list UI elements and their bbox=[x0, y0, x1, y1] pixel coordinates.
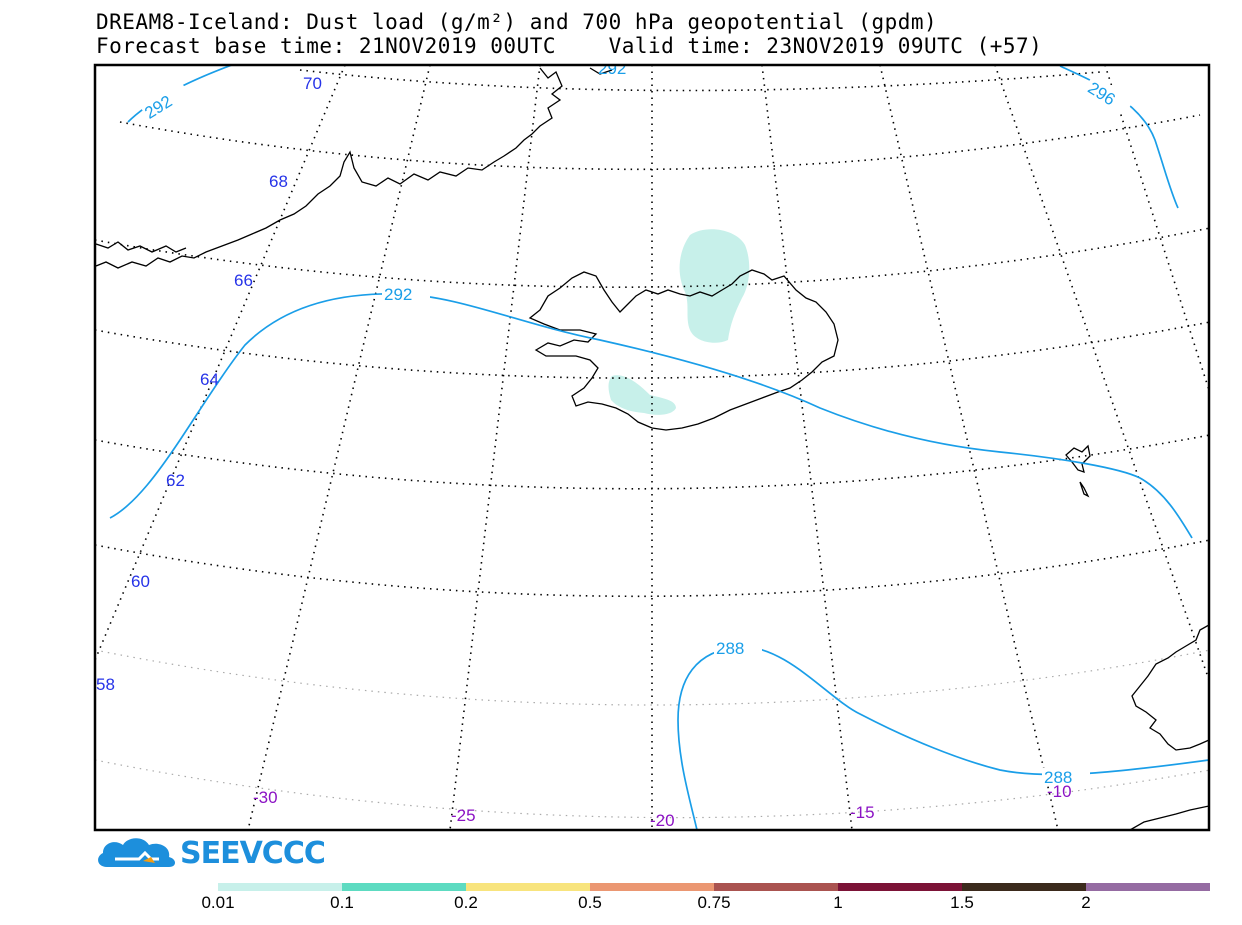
colorbar-segment bbox=[342, 883, 466, 891]
lat-label-70: 70 bbox=[303, 74, 322, 93]
dust-region-southwest-iceland bbox=[608, 375, 676, 415]
cloud-logo-icon bbox=[98, 838, 175, 867]
dust-region-north-iceland bbox=[679, 229, 750, 343]
coastline bbox=[95, 67, 1209, 830]
contour-label-288-south: 288 bbox=[716, 639, 744, 658]
lon-label-minus20: -20 bbox=[650, 811, 675, 830]
lon-label-minus15: -15 bbox=[850, 803, 875, 822]
map-frame bbox=[93, 63, 1211, 832]
contour-label-288-east: 288 bbox=[1044, 768, 1072, 787]
colorbar-segment bbox=[1086, 883, 1210, 891]
colorbar-label: 1.5 bbox=[950, 893, 974, 912]
lat-label-66: 66 bbox=[234, 271, 253, 290]
colorbar-label: 0.2 bbox=[454, 893, 478, 912]
lat-label-60: 60 bbox=[131, 572, 150, 591]
title-line-1: DREAM8-Iceland: Dust load (g/m²) and 700… bbox=[96, 10, 938, 34]
colorbar-segment bbox=[962, 883, 1086, 891]
colorbar-label: 0.5 bbox=[578, 893, 602, 912]
lon-label-minus10: -10 bbox=[1047, 782, 1072, 801]
lon-label-minus25: -25 bbox=[451, 806, 476, 825]
title-line-2: Forecast base time: 21NOV2019 00UTC Vali… bbox=[96, 34, 1043, 58]
colorbar-label: 2 bbox=[1081, 893, 1091, 912]
colorbar-label: 0.75 bbox=[697, 893, 731, 912]
colorbar-label: 0.01 bbox=[201, 893, 235, 912]
colorbar-segment bbox=[590, 883, 714, 891]
colorbar-segment bbox=[838, 883, 962, 891]
latitude-labels: 70 68 66 64 62 60 58 bbox=[96, 74, 322, 694]
colorbar-segment bbox=[714, 883, 838, 891]
lat-label-62: 62 bbox=[166, 471, 185, 490]
contour-label-292-center: 292 bbox=[384, 285, 412, 304]
colorbar-segment bbox=[466, 883, 590, 891]
contour-label-292-top-partial: 292 bbox=[598, 59, 626, 78]
lat-label-58: 58 bbox=[96, 675, 115, 694]
colorbar-label: 1 bbox=[833, 893, 843, 912]
logo-text: SEEVCCC bbox=[180, 836, 326, 871]
contour-labels: 292 296 292 288 288 292 bbox=[135, 59, 1135, 787]
longitude-labels: -30 -25 -20 -15 -10 bbox=[253, 782, 1072, 830]
colorbar-segment bbox=[218, 883, 342, 891]
lat-label-68: 68 bbox=[269, 172, 288, 191]
lon-label-minus30: -30 bbox=[253, 788, 278, 807]
latitude-lines-faint bbox=[95, 649, 1209, 819]
colorbar-label: 0.1 bbox=[330, 893, 354, 912]
latitude-lines bbox=[95, 69, 1209, 598]
longitude-lines bbox=[95, 65, 1209, 830]
lat-label-64: 64 bbox=[200, 370, 219, 389]
